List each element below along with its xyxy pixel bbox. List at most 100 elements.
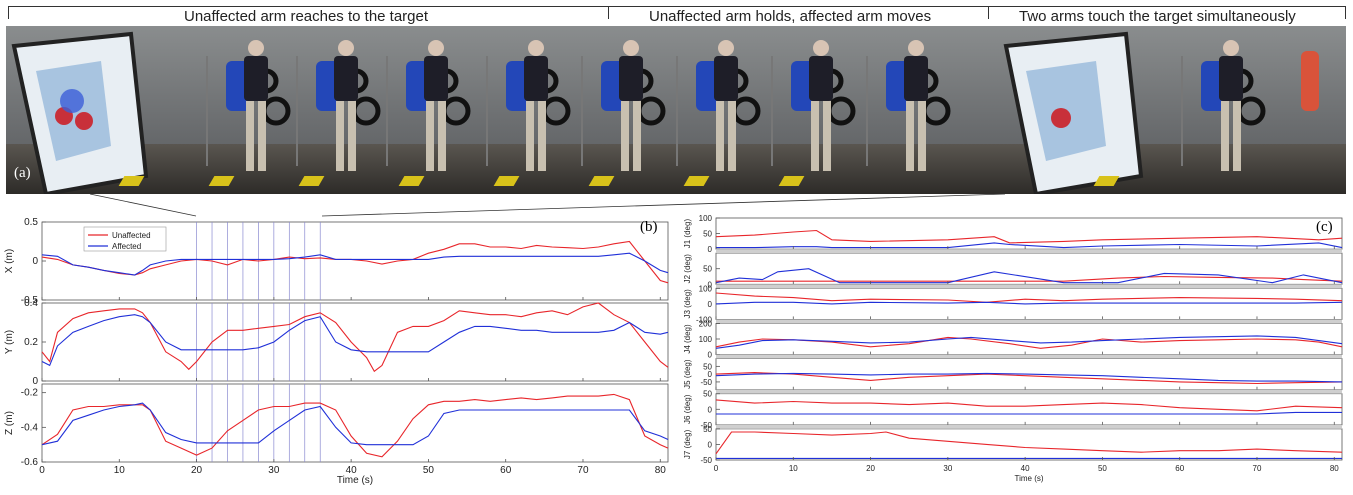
phase3-caption: Two arms touch the target simultaneously xyxy=(1015,8,1300,25)
x-tick-label: 80 xyxy=(1330,464,1339,473)
y-tick-label: 0 xyxy=(708,351,713,360)
y-tick-label: 0.5 xyxy=(24,217,38,228)
series-line-affected xyxy=(715,301,1343,305)
person-torso xyxy=(904,56,928,101)
frame-divider xyxy=(206,56,208,166)
photo-frame xyxy=(683,40,856,186)
person-torso xyxy=(424,56,448,101)
person-leg xyxy=(246,101,254,171)
x-tick-label: 0 xyxy=(39,465,45,476)
series-line-unaffected xyxy=(716,275,1343,282)
frame-divider xyxy=(771,56,773,166)
person-leg xyxy=(811,101,819,171)
person-leg xyxy=(1233,101,1241,171)
x-tick-label: 20 xyxy=(191,465,203,476)
y-axis-label: Y (m) xyxy=(4,330,15,354)
person-leg xyxy=(918,101,926,171)
person-leg xyxy=(336,101,344,171)
y-tick-label: 0.4 xyxy=(24,298,38,309)
floor-rail xyxy=(778,176,805,186)
chart-b: 0.5 0 -0.5 X (m) Unaffected Affected 0.4 0.2 0 Y … xyxy=(4,217,669,486)
photo-frame xyxy=(778,40,951,186)
y-axis-label: J4 (deg) xyxy=(683,324,692,354)
frame-divider xyxy=(386,56,388,166)
series-line-affected xyxy=(716,411,1342,415)
y-tick-label: -0.2 xyxy=(21,388,39,399)
photo-sequence-drawing xyxy=(6,26,1346,194)
person-head xyxy=(908,40,924,56)
phase1-caption: Unaffected arm reaches to the target xyxy=(180,8,433,25)
person-leg xyxy=(1221,101,1229,171)
person-head xyxy=(718,40,734,56)
x-tick-label: 80 xyxy=(655,465,667,476)
y-tick-label: 100 xyxy=(699,284,713,293)
frame-divider xyxy=(581,56,583,166)
person-torso xyxy=(244,56,268,101)
x-tick-label: 40 xyxy=(346,465,358,476)
floor-rail xyxy=(298,176,325,186)
subplot: 50 0 J2 (deg) xyxy=(683,249,1343,289)
y-tick-label: 0 xyxy=(32,376,38,387)
zoom-line-left xyxy=(89,193,197,217)
floor-rail xyxy=(683,176,710,186)
series-line-unaffected xyxy=(715,292,1343,303)
x-tick-label: 70 xyxy=(577,465,589,476)
y-tick-label: -50 xyxy=(700,456,712,465)
floor-rail xyxy=(588,176,615,186)
y-tick-label: 200 xyxy=(699,319,713,328)
person-torso xyxy=(809,56,833,101)
target-marker xyxy=(1051,108,1071,128)
y-tick-label: 50 xyxy=(703,265,712,274)
photo-frame xyxy=(493,40,666,186)
person-leg xyxy=(426,101,434,171)
frame-divider xyxy=(676,56,678,166)
person-head xyxy=(623,40,639,56)
person-head xyxy=(528,40,544,56)
legend-label: Unaffected xyxy=(112,231,151,240)
person-leg xyxy=(621,101,629,171)
y-tick-label: 100 xyxy=(699,214,713,223)
subplot: 200 100 0 J4 (deg) xyxy=(683,319,1343,360)
y-tick-label: 50 xyxy=(703,230,712,239)
x-tick-label: 60 xyxy=(1175,464,1184,473)
phase3-bracket xyxy=(988,6,1346,19)
subplot-separator xyxy=(716,389,1342,394)
y-tick-label: -100 xyxy=(696,315,713,324)
subplot-separator xyxy=(716,354,1342,359)
x-axis-label: Time (s) xyxy=(1014,474,1043,483)
series-line-affected xyxy=(41,252,669,276)
person-leg xyxy=(633,101,641,171)
y-tick-label: -0.6 xyxy=(21,457,39,468)
x-tick-label: 70 xyxy=(1253,464,1262,473)
person-head xyxy=(813,40,829,56)
x-tick-label: 60 xyxy=(500,465,512,476)
panel-label-c: (c) xyxy=(1316,219,1333,235)
y-tick-label: 0 xyxy=(708,405,713,414)
floor-rail xyxy=(493,176,520,186)
phase1-bracket xyxy=(8,6,609,19)
subplot: 50 0 -50 J6 (deg) xyxy=(683,389,1343,430)
y-tick-label: -0.5 xyxy=(21,295,39,306)
legend-box xyxy=(83,226,167,252)
floor-rail xyxy=(398,176,425,186)
frame-divider xyxy=(486,56,488,166)
y-axis-label: J5 (deg) xyxy=(683,359,692,389)
legend: Unaffected Affected xyxy=(83,226,167,252)
zoom-line-right xyxy=(321,193,1006,217)
y-tick-label: 0 xyxy=(708,300,713,309)
panel-label-a: (a) xyxy=(14,165,31,181)
phase2-caption: Unaffected arm holds, affected arm moves xyxy=(645,8,936,25)
y-tick-label: 50 xyxy=(703,425,712,434)
photo-frame xyxy=(118,40,291,186)
target-marker xyxy=(75,112,93,130)
subplot: 0.4 0.2 0 Y (m) xyxy=(4,298,669,387)
person-torso xyxy=(619,56,643,101)
person-leg xyxy=(538,101,546,171)
y-tick-label: 50 xyxy=(703,362,712,371)
y-tick-label: 0 xyxy=(708,370,713,379)
x-tick-label: 40 xyxy=(1021,464,1030,473)
legend-label: Affected xyxy=(112,242,141,251)
series-line-affected xyxy=(41,402,669,446)
photo-frame xyxy=(298,40,471,186)
